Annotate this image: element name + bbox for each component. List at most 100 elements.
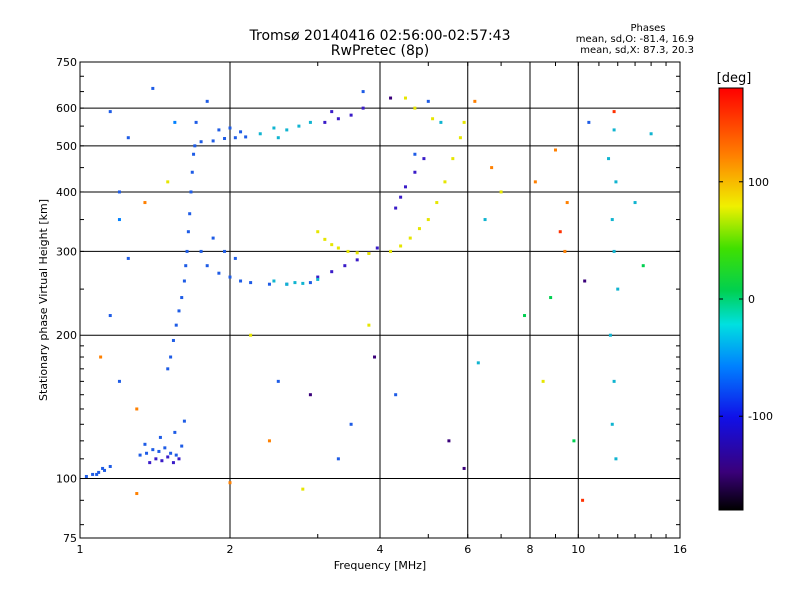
data-point bbox=[186, 230, 190, 234]
data-point bbox=[549, 296, 553, 300]
data-point bbox=[276, 379, 280, 383]
data-point bbox=[608, 333, 612, 337]
data-point bbox=[553, 148, 557, 152]
data-point bbox=[610, 218, 614, 222]
y-tick-label: 500 bbox=[56, 140, 77, 153]
data-point bbox=[158, 435, 162, 439]
data-point bbox=[258, 132, 262, 136]
data-point bbox=[308, 120, 312, 124]
y-tick-label: 600 bbox=[56, 102, 77, 115]
data-point bbox=[355, 251, 359, 255]
data-point bbox=[316, 275, 320, 279]
data-point bbox=[173, 120, 177, 124]
data-point bbox=[99, 355, 103, 359]
data-point bbox=[633, 201, 637, 205]
data-point bbox=[199, 140, 203, 144]
x-tick-label: 4 bbox=[377, 543, 384, 556]
data-point bbox=[135, 492, 139, 496]
data-point bbox=[361, 90, 365, 94]
data-point bbox=[297, 124, 301, 128]
data-point bbox=[126, 256, 130, 260]
data-point bbox=[563, 249, 567, 253]
colorbar-label: [deg] bbox=[717, 71, 752, 86]
data-point bbox=[403, 96, 407, 100]
colorbar-ticks: 100 0 -100 bbox=[719, 176, 773, 423]
data-point bbox=[199, 249, 203, 253]
data-point bbox=[228, 275, 232, 279]
data-point bbox=[166, 367, 170, 371]
data-point bbox=[272, 279, 276, 283]
stats-o: mean, sd,O: -81.4, 16.9 bbox=[576, 34, 694, 45]
data-point bbox=[614, 457, 618, 461]
y-tick-label: 750 bbox=[56, 56, 77, 69]
data-points bbox=[84, 86, 653, 502]
data-point bbox=[336, 457, 340, 461]
data-point bbox=[367, 323, 371, 327]
data-point bbox=[367, 251, 371, 255]
colorbar-tick-label: 0 bbox=[748, 293, 755, 306]
data-point bbox=[239, 130, 243, 134]
data-point bbox=[308, 281, 312, 285]
data-point bbox=[426, 99, 430, 103]
data-point bbox=[572, 439, 576, 443]
data-point bbox=[171, 461, 175, 465]
data-point bbox=[108, 110, 112, 114]
data-point bbox=[641, 264, 645, 268]
data-point bbox=[649, 132, 653, 136]
data-point bbox=[458, 136, 462, 140]
data-point bbox=[413, 152, 417, 156]
data-point bbox=[180, 444, 184, 448]
data-point bbox=[166, 455, 170, 459]
x-tick-label: 8 bbox=[527, 543, 534, 556]
data-point bbox=[223, 137, 227, 141]
colorbar-tick-label: -100 bbox=[748, 410, 773, 423]
data-point bbox=[417, 227, 421, 231]
data-point bbox=[583, 279, 587, 283]
data-point bbox=[223, 249, 227, 253]
data-point bbox=[394, 206, 398, 210]
data-point bbox=[343, 264, 347, 268]
data-point bbox=[169, 355, 173, 359]
data-point bbox=[228, 126, 232, 130]
data-point bbox=[117, 379, 121, 383]
data-point bbox=[151, 86, 155, 90]
data-point bbox=[91, 472, 95, 476]
data-point bbox=[205, 99, 209, 103]
data-point bbox=[346, 249, 350, 253]
data-point bbox=[285, 128, 289, 132]
data-point bbox=[473, 99, 477, 103]
data-point bbox=[249, 333, 253, 337]
data-point bbox=[435, 201, 439, 205]
data-point bbox=[228, 481, 232, 485]
data-point bbox=[101, 466, 105, 470]
data-point bbox=[349, 113, 353, 117]
data-point bbox=[193, 144, 197, 148]
data-point bbox=[169, 451, 173, 455]
data-point bbox=[205, 264, 209, 268]
data-point bbox=[233, 136, 237, 140]
data-point bbox=[361, 106, 365, 110]
data-point bbox=[211, 139, 215, 143]
data-point bbox=[276, 136, 280, 140]
data-point bbox=[565, 201, 569, 205]
data-point bbox=[439, 120, 443, 124]
data-point bbox=[499, 190, 503, 194]
data-point bbox=[244, 135, 248, 139]
data-point bbox=[316, 230, 320, 234]
data-point bbox=[108, 314, 112, 318]
data-point bbox=[211, 236, 215, 240]
data-point bbox=[612, 379, 616, 383]
data-point bbox=[490, 166, 494, 170]
data-point bbox=[330, 243, 334, 247]
x-tick-label: 10 bbox=[571, 543, 585, 556]
axis-ticks: 1 2 4 6 8 10 16 75 100 200 300 400 500 600 750 bbox=[56, 56, 687, 556]
data-point bbox=[330, 270, 334, 274]
data-point bbox=[117, 218, 121, 222]
data-point bbox=[293, 281, 297, 285]
data-point bbox=[399, 195, 403, 199]
data-point bbox=[194, 120, 198, 124]
data-point bbox=[610, 422, 614, 426]
y-axis-label: Stationary phase Virtual Height [km] bbox=[37, 199, 50, 401]
data-point bbox=[476, 361, 480, 365]
